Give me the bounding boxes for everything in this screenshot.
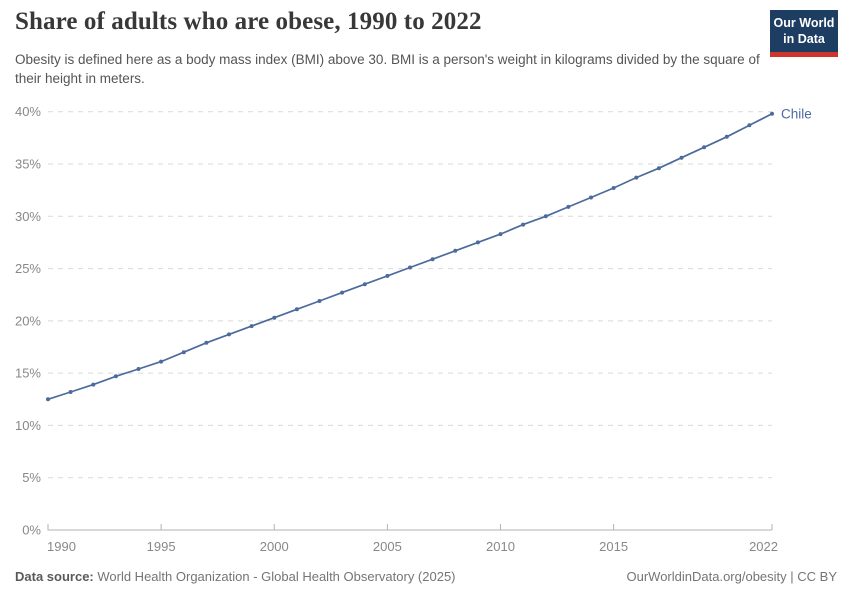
data-point-1999[interactable] <box>249 324 254 329</box>
x-tick-label-2010: 2010 <box>486 539 515 554</box>
data-point-2007[interactable] <box>430 257 435 262</box>
data-point-2014[interactable] <box>589 195 593 200</box>
x-tick-label-2000: 2000 <box>260 539 289 554</box>
data-point-1995[interactable] <box>159 359 164 364</box>
data-point-2011[interactable] <box>521 222 526 227</box>
x-tick-label-2022: 2022 <box>749 539 778 554</box>
data-point-1992[interactable] <box>91 382 96 387</box>
data-point-2015[interactable] <box>611 186 616 190</box>
data-point-1994[interactable] <box>136 367 141 371</box>
data-source: Data source: World Health Organization -… <box>15 569 456 584</box>
data-point-2022[interactable] <box>770 111 774 116</box>
credit-link[interactable]: OurWorldinData.org/obesity | CC BY <box>626 569 838 584</box>
data-source-label: Data source: <box>15 569 94 584</box>
data-point-2016[interactable] <box>634 175 639 180</box>
y-tick-label-5: 5% <box>22 470 41 485</box>
data-point-2013[interactable] <box>566 204 571 209</box>
data-point-2021[interactable] <box>747 123 752 128</box>
y-tick-label-30: 30% <box>15 209 41 224</box>
data-point-2017[interactable] <box>656 166 661 171</box>
data-point-1998[interactable] <box>227 332 231 337</box>
data-point-2004[interactable] <box>362 282 367 287</box>
page-title: Share of adults who are obese, 1990 to 2… <box>15 8 482 35</box>
y-tick-label-40: 40% <box>15 104 41 119</box>
x-tick-label-1990: 1990 <box>47 539 76 554</box>
data-point-2003[interactable] <box>340 290 345 295</box>
chart-subtitle: Obesity is defined here as a body mass i… <box>15 52 760 86</box>
data-point-1997[interactable] <box>204 340 209 345</box>
x-tick-label-2005: 2005 <box>373 539 402 554</box>
data-point-2002[interactable] <box>317 299 322 303</box>
data-point-2006[interactable] <box>408 265 412 270</box>
chart-footer: Data source: World Health Organization -… <box>15 569 837 584</box>
y-tick-label-10: 10% <box>15 418 41 433</box>
series-end-label[interactable]: Chile <box>781 106 812 121</box>
y-tick-label-15: 15% <box>15 366 41 381</box>
y-tick-label-20: 20% <box>15 313 41 328</box>
data-point-2019[interactable] <box>702 145 707 150</box>
data-point-2020[interactable] <box>724 134 729 139</box>
data-point-1993[interactable] <box>113 374 118 379</box>
x-tick-label-1995: 1995 <box>147 539 176 554</box>
data-source-value: World Health Organization - Global Healt… <box>93 569 456 584</box>
y-tick-label-35: 35% <box>15 156 41 171</box>
data-point-2008[interactable] <box>453 248 458 253</box>
data-point-2000[interactable] <box>272 315 277 320</box>
owid-logo-line2: in Data <box>783 32 825 47</box>
data-point-2018[interactable] <box>679 155 684 160</box>
y-tick-label-25: 25% <box>15 261 41 276</box>
y-tick-label-0: 0% <box>22 523 41 538</box>
data-point-2009[interactable] <box>475 240 480 245</box>
data-point-2005[interactable] <box>385 273 390 278</box>
owid-logo[interactable]: Our World in Data <box>770 10 838 57</box>
x-tick-label-2015: 2015 <box>599 539 628 554</box>
owid-logo-line1: Our World <box>773 16 835 30</box>
data-point-1990[interactable] <box>46 397 50 402</box>
data-point-1991[interactable] <box>68 390 73 394</box>
data-point-1996[interactable] <box>181 350 186 355</box>
series-line-chile[interactable] <box>47 113 773 401</box>
data-point-2010[interactable] <box>498 232 503 237</box>
line-chart[interactable]: 0% 5% 10% 15% 20% 25% 30% 35% 40% 1990 1995 2000 200… <box>0 100 850 562</box>
data-point-2001[interactable] <box>294 307 299 312</box>
data-point-2012[interactable] <box>543 214 548 219</box>
